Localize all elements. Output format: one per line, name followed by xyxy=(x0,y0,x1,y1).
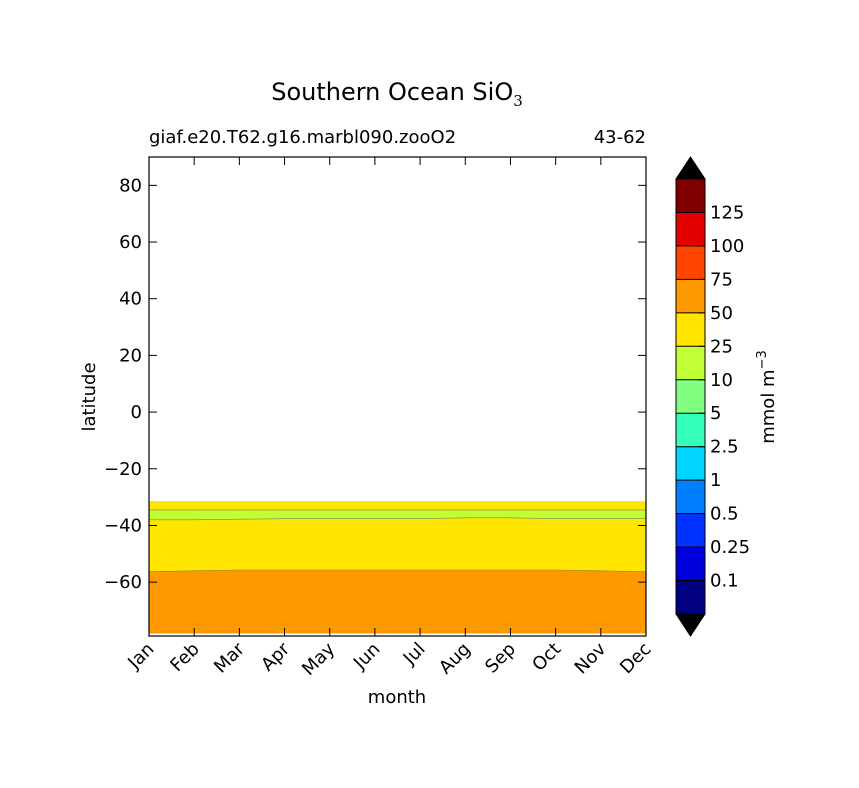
y-tick-label: 40 xyxy=(119,289,142,310)
colorbar-tick-label: 125 xyxy=(710,202,744,223)
colorbar-swatch xyxy=(676,413,705,447)
y-ticks: 80 60 40 20 0 −20 −40 −60 xyxy=(104,175,646,593)
colorbar-under-arrow xyxy=(675,613,706,637)
x-axis-label: month xyxy=(368,687,426,708)
colorbar-tick-label: 50 xyxy=(710,303,733,324)
colorbar-tick-label: 25 xyxy=(710,336,733,357)
colorbar-tick-label: 2.5 xyxy=(710,437,739,458)
colorbar-swatch xyxy=(676,480,705,514)
colorbar-frame xyxy=(675,178,706,615)
colorbar-swatch xyxy=(676,212,705,246)
colorbar-tick-label: 0.1 xyxy=(710,571,739,592)
colorbar-over-arrow xyxy=(675,156,706,180)
colorbar-swatch xyxy=(676,513,705,548)
colorbar: 0.1 0.25 0.5 1 2.5 5 10 25 50 75 100 125 xyxy=(675,156,750,637)
chart-title-main: Southern Ocean SiO xyxy=(271,78,513,106)
x-tick-label: Feb xyxy=(166,639,203,676)
x-tick-label: May xyxy=(298,638,339,679)
colorbar-swatch xyxy=(676,580,705,614)
x-tick-label: Dec xyxy=(616,639,655,678)
contour-band-0 xyxy=(148,569,647,634)
y-tick-label: −60 xyxy=(104,572,142,593)
colorbar-swatch xyxy=(676,379,705,414)
colorbar-tick-label: 0.25 xyxy=(710,537,750,558)
colorbar-swatch xyxy=(676,245,705,280)
colorbar-tick-label: 0.5 xyxy=(710,504,739,525)
colorbar-swatch xyxy=(676,547,705,581)
y-axis-label: latitude xyxy=(79,362,100,431)
x-tick-label: Nov xyxy=(571,638,611,678)
x-tick-label: Oct xyxy=(528,639,565,676)
colorbar-swatch xyxy=(676,346,705,380)
contour-band-1 xyxy=(148,517,647,572)
contour-band-3 xyxy=(148,501,647,511)
subtitle-left: giaf.e20.T62.g16.marbl090.zooO2 xyxy=(149,127,456,148)
colorbar-swatch xyxy=(676,179,705,213)
plot-area: Jan Feb Mar Apr May Jun Jul Aug Sep Oct Nov Dec 80 6… xyxy=(104,156,656,680)
y-tick-label: 60 xyxy=(119,232,142,253)
colorbar-swatch xyxy=(676,312,705,347)
x-tick-label: Apr xyxy=(257,638,294,675)
contour-line-1 xyxy=(149,517,646,521)
contour-band-2 xyxy=(148,509,647,521)
colorbar-label-main: mmol m xyxy=(758,369,779,443)
x-tick-label: Sep xyxy=(481,639,520,678)
y-tick-label: −20 xyxy=(104,459,142,480)
chart-title: Southern Ocean SiO3 xyxy=(271,78,523,110)
colorbar-tick-label: 100 xyxy=(710,236,744,257)
x-tick-label: Jan xyxy=(123,639,158,674)
colorbar-tick-label: 75 xyxy=(710,269,733,290)
contour-line-0 xyxy=(148,569,647,572)
colorbar-label-superscript: −3 xyxy=(755,350,770,369)
subtitle-right: 43-62 xyxy=(594,127,646,148)
colorbar-swatch xyxy=(676,446,705,481)
colorbar-tick-label: 5 xyxy=(710,403,721,424)
colorbar-tick-label: 1 xyxy=(710,470,721,491)
chart-title-subscript: 3 xyxy=(513,92,523,110)
colorbar-swatch xyxy=(676,279,705,313)
colorbar-tick-label: 10 xyxy=(710,370,733,391)
y-tick-label: 0 xyxy=(131,402,142,423)
x-tick-label: Jul xyxy=(399,639,430,670)
plot-frame xyxy=(148,156,647,637)
x-tick-label: Mar xyxy=(210,638,249,677)
colorbar-label: mmol m−3 xyxy=(755,350,779,444)
contour-bands xyxy=(148,501,647,634)
y-tick-label: 80 xyxy=(119,175,142,196)
x-tick-label: Aug xyxy=(435,639,475,679)
x-tick-label: Jun xyxy=(349,639,384,674)
y-tick-label: 20 xyxy=(119,345,142,366)
y-tick-label: −40 xyxy=(104,515,142,536)
